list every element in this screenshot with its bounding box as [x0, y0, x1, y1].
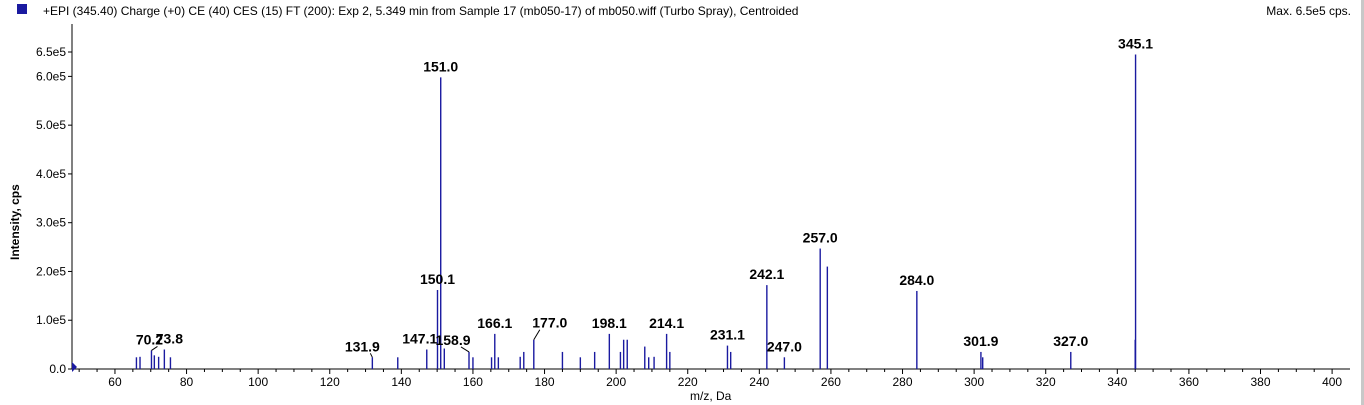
y-tick-label: 6.5e5 — [36, 45, 66, 59]
x-tick-label: 80 — [180, 375, 194, 389]
y-tick-label: 2.0e5 — [36, 264, 66, 278]
peak-label: 198.1 — [592, 315, 627, 331]
x-tick-label: 100 — [248, 375, 268, 389]
axis-origin-marker-icon — [72, 362, 77, 372]
x-tick-label: 140 — [391, 375, 411, 389]
x-tick-label: 240 — [749, 375, 769, 389]
y-tick-label: 0.0 — [49, 362, 66, 376]
chart-header: +EPI (345.40) Charge (+0) CE (40) CES (1… — [0, 0, 1364, 22]
peak-label: 247.0 — [767, 338, 802, 354]
peak-label-leader — [369, 353, 373, 358]
peak-label: 345.1 — [1118, 35, 1153, 51]
x-axis-label: m/z, Da — [690, 389, 732, 403]
series-color-icon[interactable] — [17, 4, 27, 14]
x-tick-label: 220 — [678, 375, 698, 389]
y-tick-label: 1.0e5 — [36, 313, 66, 327]
chart-title: +EPI (345.40) Charge (+0) CE (40) CES (1… — [43, 4, 799, 18]
peak-label: 150.1 — [420, 271, 455, 287]
max-intensity-label: Max. 6.5e5 cps. — [1266, 4, 1351, 18]
peak-label: 166.1 — [477, 315, 512, 331]
peak-label: 177.0 — [532, 315, 567, 331]
peak-label: 301.9 — [963, 333, 998, 349]
x-tick-label: 400 — [1322, 375, 1342, 389]
peak-label-leader — [533, 329, 541, 340]
x-tick-label: 380 — [1250, 375, 1270, 389]
y-tick-label: 3.0e5 — [36, 216, 66, 230]
y-tick-label: 5.0e5 — [36, 118, 66, 132]
peak-label-leader — [460, 346, 470, 353]
x-tick-label: 260 — [821, 375, 841, 389]
peak-label: 73.8 — [156, 330, 183, 346]
peak-label: 327.0 — [1053, 333, 1088, 349]
x-tick-label: 280 — [893, 375, 913, 389]
window-border — [1361, 0, 1364, 405]
x-tick-label: 200 — [606, 375, 626, 389]
x-tick-label: 60 — [108, 375, 122, 389]
x-tick-label: 180 — [535, 375, 555, 389]
x-tick-label: 340 — [1107, 375, 1127, 389]
x-tick-label: 120 — [320, 375, 340, 389]
peak-label: 242.1 — [749, 266, 784, 282]
peak-label: 131.9 — [345, 338, 380, 354]
y-tick-label: 4.0e5 — [36, 167, 66, 181]
peak-label: 147.1 — [402, 330, 437, 346]
peak-label: 151.0 — [423, 58, 458, 74]
x-tick-label: 320 — [1036, 375, 1056, 389]
x-tick-label: 160 — [463, 375, 483, 389]
peak-label: 257.0 — [803, 230, 838, 246]
y-tick-label: 6.0e5 — [36, 69, 66, 83]
x-tick-label: 360 — [1179, 375, 1199, 389]
peak-label: 158.9 — [435, 332, 470, 348]
x-tick-label: 300 — [964, 375, 984, 389]
peak-label-leader — [151, 346, 158, 351]
peak-label: 284.0 — [899, 272, 934, 288]
peak-label: 214.1 — [649, 315, 684, 331]
peak-label: 70.2 — [136, 331, 163, 347]
peak-label: 231.1 — [710, 327, 745, 343]
